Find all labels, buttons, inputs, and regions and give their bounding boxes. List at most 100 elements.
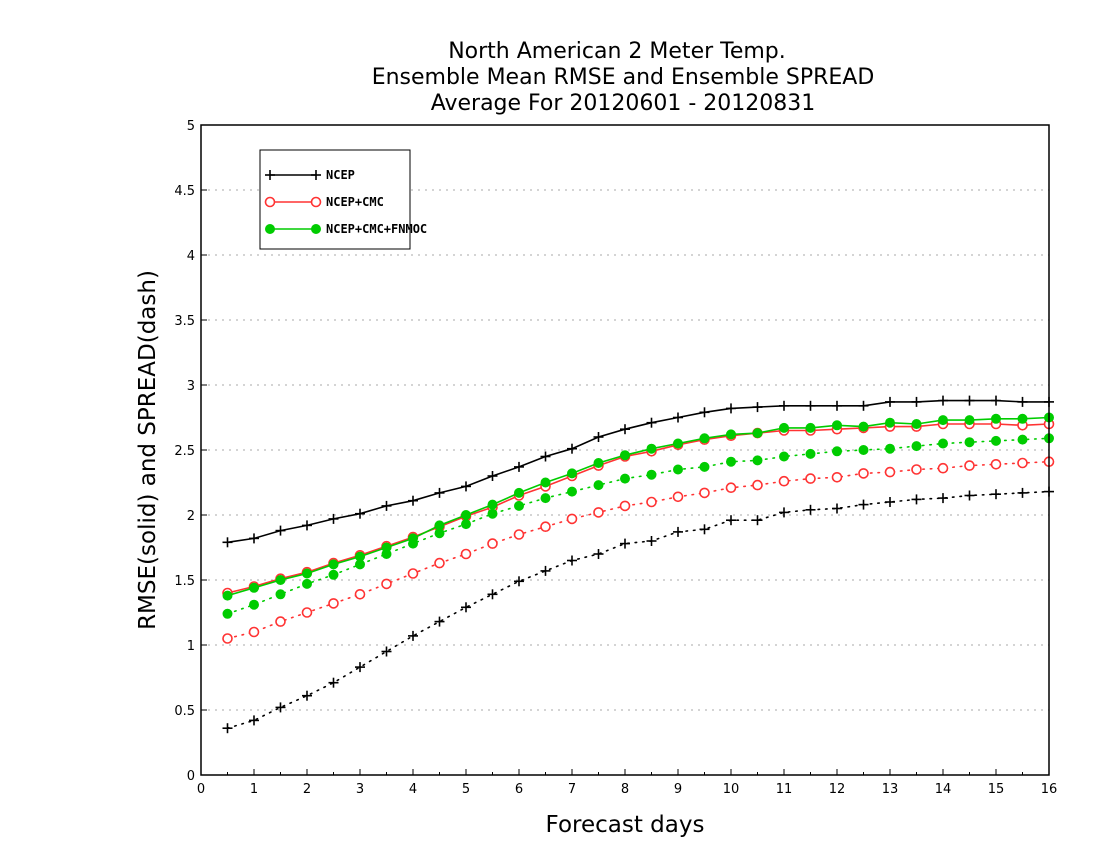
spread-point: [487, 589, 498, 600]
spread-point: [646, 536, 657, 546]
rmse-point: [779, 422, 789, 433]
rmse-point: [355, 551, 365, 562]
x-tick-label: 13: [882, 782, 899, 797]
x-tick-label: 7: [568, 782, 576, 797]
rmse-point: [832, 420, 842, 431]
spread-point: [673, 464, 683, 475]
x-tick-label: 5: [462, 782, 470, 797]
spread-point: [805, 473, 816, 484]
spread-point: [726, 456, 736, 467]
spread-point: [407, 568, 419, 579]
spread-point: [832, 503, 842, 514]
spread-point: [831, 471, 843, 483]
spread-point: [911, 441, 922, 452]
x-tick-label: 14: [935, 782, 952, 797]
rmse-point: [593, 458, 604, 468]
rmse-point: [328, 513, 339, 524]
spread-point: [567, 486, 577, 497]
legend-item: NCEP+CMC: [264, 195, 384, 209]
rmse-point: [302, 520, 312, 531]
rmse-point: [249, 582, 259, 593]
spread-point: [884, 466, 896, 478]
rmse-point: [328, 559, 339, 570]
y-axis-label: RMSE(solid) and SPREAD(dash): [135, 270, 161, 630]
rmse-point: [673, 412, 683, 423]
rmse-point: [805, 400, 816, 411]
y-tick-label: 0: [187, 769, 195, 784]
spread-point: [779, 451, 789, 462]
title-line-1: North American 2 Meter Temp.: [448, 39, 786, 64]
spread-point: [699, 461, 710, 472]
series-layer: [222, 395, 1055, 734]
spread-point: [301, 607, 313, 618]
rmse-point: [646, 443, 657, 454]
legend-label: NCEP+CMC+FNMOC: [326, 222, 427, 236]
spread-point: [461, 602, 471, 613]
rmse-point: [381, 542, 392, 553]
rmse-point: [991, 395, 1001, 406]
series-ncep-cmc-fnmoc: [222, 412, 1054, 619]
spread-point: [1017, 434, 1028, 445]
rmse-point: [487, 499, 498, 510]
spread-point: [619, 500, 631, 512]
y-tick-label: 0.5: [174, 704, 195, 719]
rmse-point: [593, 432, 604, 442]
spread-point: [275, 589, 286, 600]
spread-point: [461, 519, 471, 530]
rmse-point: [832, 400, 842, 411]
rmse-point: [1017, 396, 1028, 407]
rmse-point: [911, 396, 922, 407]
spread-point: [567, 555, 577, 566]
legend-item: NCEP: [265, 168, 355, 182]
spread-point: [752, 479, 763, 491]
spread-point: [540, 521, 551, 533]
spread-point: [354, 588, 366, 600]
title-line-3: Average For 20120601 - 20120831: [431, 91, 816, 116]
spread-point: [302, 578, 312, 589]
legend-marker: [311, 224, 321, 234]
spread-point: [514, 500, 524, 511]
x-tick-label: 2: [303, 782, 311, 797]
spread-point: [752, 455, 763, 466]
legend-marker: [310, 196, 322, 208]
spread-point: [434, 616, 445, 627]
spread-point: [222, 723, 233, 734]
legend-label: NCEP+CMC: [326, 195, 384, 209]
spread-point: [858, 499, 869, 510]
x-axis: 0 1 2 3 4 5 6 7 8 9 10 11 12 13 14 15 16: [197, 769, 1057, 797]
rmse-point: [964, 415, 975, 426]
rmse-point: [275, 575, 286, 585]
rmse-point: [514, 487, 524, 498]
spread-point: [779, 507, 789, 518]
spread-point: [937, 462, 949, 474]
spread-point: [460, 548, 472, 560]
rmse-point: [858, 400, 869, 411]
spread-point: [487, 508, 498, 519]
x-tick-label: 15: [988, 782, 1005, 797]
chart-title: North American 2 Meter Temp. Ensemble Me…: [372, 39, 875, 116]
rmse-point: [567, 443, 577, 454]
spread-point: [540, 493, 551, 504]
rmse-point: [487, 471, 498, 481]
spread-point: [593, 480, 604, 491]
rmse-point: [408, 533, 418, 544]
rmse-point: [222, 537, 233, 548]
rmse-point: [858, 421, 869, 432]
y-tick-label: 3.5: [174, 314, 195, 329]
x-tick-label: 12: [829, 782, 846, 797]
rmse-point: [779, 400, 789, 411]
rmse-point: [408, 495, 418, 506]
rmse-point: [567, 468, 577, 479]
y-axis: 0 0.5 1 1.5 2 2.5 3 3.5 4 4.5 5: [174, 119, 207, 784]
spread-point: [328, 569, 339, 580]
spread-point: [778, 475, 790, 487]
spread-point: [805, 504, 816, 515]
rmse-point: [699, 433, 710, 444]
spread-point: [938, 438, 948, 449]
spread-point: [434, 557, 445, 569]
rmse-point: [885, 417, 895, 428]
spread-point: [911, 494, 922, 505]
spread-point: [302, 690, 312, 701]
title-line-2: Ensemble Mean RMSE and Ensemble SPREAD: [372, 65, 875, 90]
